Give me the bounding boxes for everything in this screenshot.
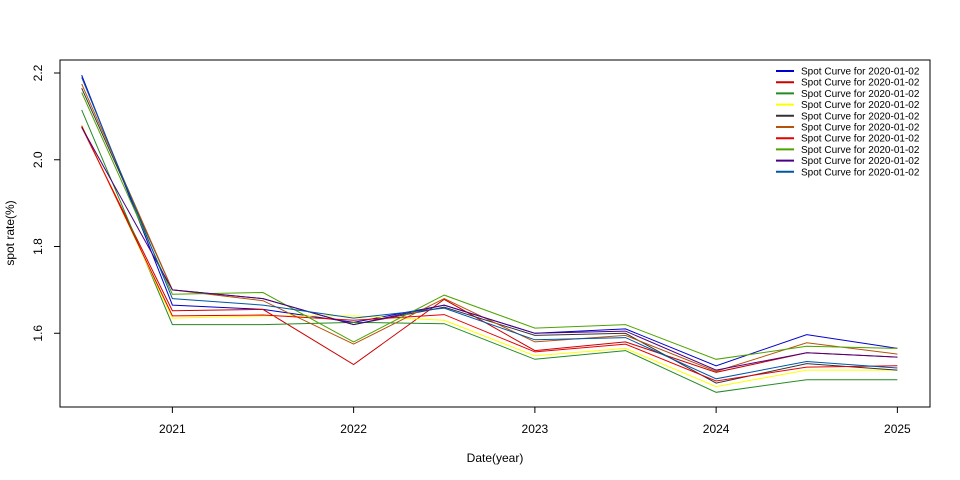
series-line-3: [81, 109, 898, 393]
series-line-9: [81, 126, 898, 371]
legend-label: Spot Curve for 2020-01-02: [801, 145, 920, 156]
y-tick-label: 1.6: [31, 325, 45, 342]
y-axis-title: spot rate(%): [3, 200, 17, 265]
y-axis: 1.6 1.8 2.0 2.2: [31, 64, 60, 342]
series-line-6: [81, 83, 898, 372]
legend-label: Spot Curve for 2020-01-02: [801, 167, 920, 178]
series-line-8: [81, 92, 898, 360]
y-tick-label: 2.0: [31, 151, 45, 168]
series-line-4: [81, 124, 898, 388]
legend-label: Spot Curve for 2020-01-02: [801, 78, 920, 89]
x-axis-title: Date(year): [467, 451, 524, 465]
legend-label: Spot Curve for 2020-01-02: [801, 111, 920, 122]
x-tick-label: 2022: [340, 422, 367, 436]
plot-frame: [59, 59, 931, 408]
legend-label: Spot Curve for 2020-01-02: [801, 134, 920, 145]
x-tick-label: 2024: [703, 422, 730, 436]
series-layer: [81, 75, 898, 393]
x-tick-label: 2021: [159, 422, 186, 436]
x-tick-label: 2023: [522, 422, 549, 436]
y-tick-label: 2.2: [31, 64, 45, 81]
y-tick-label: 1.8: [31, 238, 45, 255]
legend-label: Spot Curve for 2020-01-02: [801, 123, 920, 134]
series-line-7: [81, 125, 898, 382]
series-line-2: [81, 126, 898, 373]
x-axis: 2021 2022 2023 2024 2025: [159, 407, 911, 436]
series-line-10: [81, 77, 898, 380]
legend-label: Spot Curve for 2020-01-02: [801, 89, 920, 100]
x-tick-label: 2025: [884, 422, 911, 436]
legend-label: Spot Curve for 2020-01-02: [801, 67, 920, 78]
legend-label: Spot Curve for 2020-01-02: [801, 156, 920, 167]
legend-label: Spot Curve for 2020-01-02: [801, 100, 920, 111]
